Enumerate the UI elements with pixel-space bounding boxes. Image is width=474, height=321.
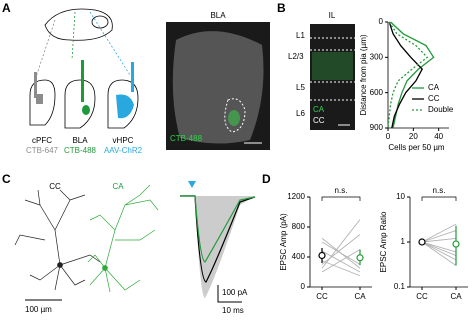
probe [34, 72, 37, 98]
x-axis-label: Cells per 50 µm [388, 143, 445, 152]
legend-label: CA [428, 83, 440, 92]
significance-bracket [321, 196, 361, 201]
y-tick-label: 0 [301, 282, 306, 291]
image-label: CTB-488 [170, 134, 203, 143]
layer-label: L1 [296, 31, 305, 40]
stim-marker [188, 181, 196, 188]
y-tick-label: 1 [401, 237, 406, 246]
y-tick-label: 10 [396, 192, 405, 201]
trace-sem [180, 195, 255, 298]
y-tick-label: 0.1 [394, 282, 406, 291]
y-tick-label: 300 [370, 52, 384, 61]
legend-label: CC [428, 94, 440, 103]
cell-name: CA [112, 182, 124, 191]
image-title: BLA [210, 11, 226, 20]
mean-marker [452, 240, 460, 248]
x-tick-label: 20 [409, 132, 418, 141]
image-legend: CC [313, 116, 325, 125]
mean-marker [418, 238, 426, 246]
x-tick-label: CA [354, 292, 366, 301]
layer-label: L6 [296, 109, 305, 118]
injection [36, 94, 43, 104]
x-tick-label: 40 [434, 132, 443, 141]
pair-line [321, 237, 361, 269]
significance-bracket [421, 196, 457, 201]
tracer-name: AAV-ChR2 [104, 146, 143, 155]
roi [224, 98, 246, 133]
tracer-name: CTB-488 [64, 146, 97, 155]
slice [172, 31, 264, 144]
neuron-ca [87, 184, 159, 293]
y-axis-label: EPSC Amp Ratio [379, 211, 388, 272]
pair-line [321, 219, 361, 269]
pair-line [321, 250, 361, 273]
profile-line [388, 21, 423, 129]
x-tick-label: CC [316, 292, 328, 301]
y-tick-label: 600 [370, 88, 384, 97]
mean-marker [318, 251, 326, 260]
scale-label: 100 pA [222, 288, 248, 297]
layer-label: L5 [296, 83, 305, 92]
pair-line [321, 234, 361, 265]
significance-label: n.s. [433, 186, 446, 195]
region-name: vHPC [113, 136, 134, 145]
pair-line [421, 241, 457, 256]
panel-label: A [2, 1, 11, 15]
y-tick-label: 900 [370, 123, 384, 132]
significance-label: n.s. [335, 186, 348, 195]
panel-label: C [2, 172, 11, 186]
y-tick-label: 800 [292, 222, 306, 231]
mean-marker [356, 254, 364, 262]
tracer-name: CTB-647 [26, 146, 59, 155]
pair-line [421, 223, 457, 243]
pair-line [321, 260, 361, 277]
y-tick-label: 400 [292, 252, 306, 261]
pair-line [321, 249, 361, 273]
profile-line [387, 21, 429, 129]
cell-name: CC [49, 182, 61, 191]
pair-line [421, 241, 457, 261]
region-name: BLA [72, 136, 88, 145]
panel-label: B [277, 1, 286, 15]
y-tick-label: 0 [379, 17, 384, 26]
trace-cc [180, 195, 256, 283]
image-legend: CA [313, 105, 325, 114]
x-tick-label: CA [450, 292, 462, 301]
probe [81, 60, 84, 102]
x-tick-label: CC [416, 292, 428, 301]
injection [116, 94, 134, 119]
legend-label: Double [428, 105, 454, 114]
layer-label: L2/3 [288, 52, 304, 61]
scale-label: 10 ms [222, 306, 244, 315]
y-axis-label: EPSC Amp (pA) [279, 213, 288, 271]
label-signal [312, 52, 353, 80]
region-name: cPFC [32, 136, 52, 145]
panel-label: D [262, 172, 271, 186]
pair-line [421, 230, 457, 243]
pair-line [421, 237, 457, 243]
y-tick-label: 1200 [287, 192, 305, 201]
axis [309, 197, 372, 288]
y-axis-label: Distance from pia (µm) [359, 34, 368, 115]
scale-bar [217, 285, 242, 303]
probe [131, 62, 134, 92]
label-signal [228, 110, 240, 126]
injection [82, 105, 90, 115]
x-tick-label: 0 [386, 132, 391, 141]
pair-line [421, 241, 457, 266]
neuron-cc [14, 189, 101, 291]
image-title: IL [329, 11, 336, 20]
pair-line [421, 241, 457, 253]
scale-label: 100 µm [25, 305, 52, 314]
trace-ca [180, 195, 256, 263]
